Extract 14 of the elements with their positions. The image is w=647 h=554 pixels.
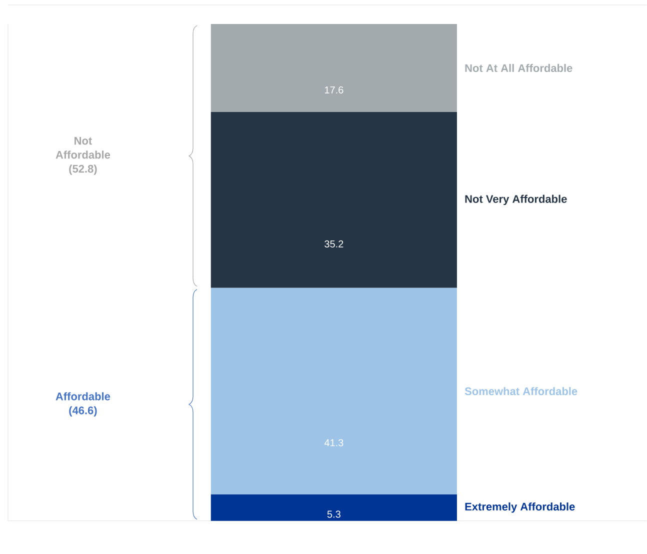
series-label: Not At All Affordable: [465, 64, 572, 72]
data-label: 41.3: [324, 439, 344, 446]
series-label: Somewhat Affordable: [464, 387, 578, 396]
text: Affordable (46.6): [56, 392, 110, 417]
data-label: 5.3: [327, 510, 340, 518]
text: Not Affordable (52.8): [56, 137, 110, 175]
bar: [210, 112, 457, 288]
series-label: Extremely Affordable: [465, 502, 575, 513]
data-label: 35.2: [324, 240, 344, 248]
bar: [210, 24, 457, 112]
data-label: 17.6: [324, 86, 344, 94]
series-label: Not Very Affordable: [465, 194, 567, 206]
bar: [210, 494, 457, 521]
bar: [210, 288, 457, 494]
